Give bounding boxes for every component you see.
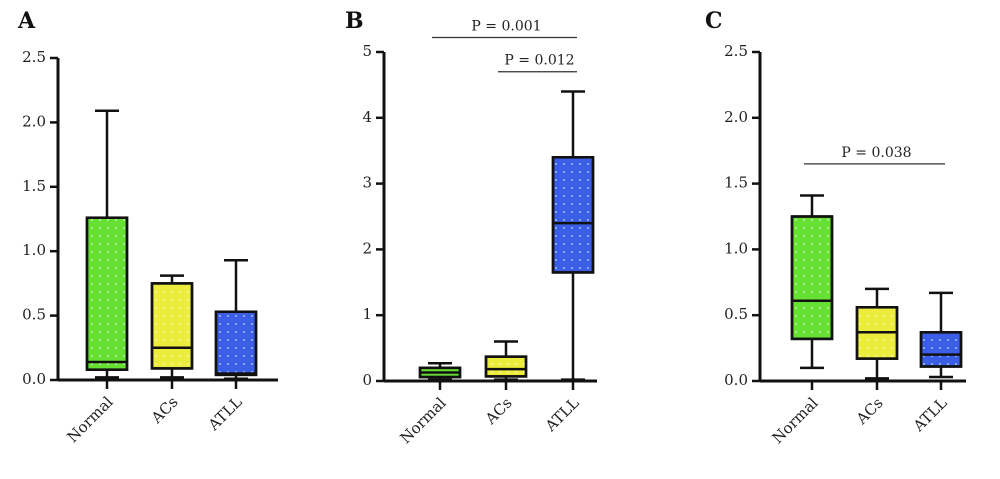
p-value-label: P = 0.038	[841, 145, 911, 161]
box-atll	[551, 90, 595, 381]
panel-letter: C	[705, 8, 723, 34]
y-tick-label: 5	[362, 42, 372, 60]
y-tick-label: 2.5	[724, 42, 748, 60]
box-acs	[150, 274, 194, 379]
box-outline	[790, 215, 834, 341]
y-tick-label: 0.0	[22, 370, 46, 388]
box-outline	[551, 156, 595, 274]
panel-a: A 0.0 0.5 1.0 1.5 2.0 2.5 Normal ACs ATLL	[17, 8, 278, 446]
box-outline	[214, 310, 258, 377]
p-value-annotation: P = 0.012	[498, 53, 577, 73]
box-dot-pattern	[486, 356, 526, 377]
y-tick-label: 0.0	[724, 371, 748, 389]
y-tick-label: 2.5	[22, 48, 46, 66]
x-tick-label: ACs	[852, 394, 887, 429]
box-dot-pattern	[921, 332, 961, 367]
x-tick-label: ACs	[481, 394, 516, 429]
x-tick-label: ATLL	[204, 393, 246, 435]
y-tick-label: 2.0	[22, 112, 46, 130]
p-value-label: P = 0.012	[504, 53, 574, 69]
y-tick-label: 0	[362, 371, 372, 389]
box-dot-pattern	[553, 157, 593, 273]
y-tick-label: 1.5	[724, 174, 748, 192]
box-outline	[484, 355, 528, 378]
box-dot-pattern	[87, 217, 127, 370]
p-value-label: P = 0.001	[471, 19, 541, 35]
box-acs	[484, 340, 528, 381]
panel-letter: A	[17, 8, 36, 34]
x-tick-label: Normal	[63, 393, 116, 446]
y-tick-label: 4	[362, 108, 372, 126]
y-tick-label: 1.0	[22, 241, 46, 259]
x-tick-label: Normal	[396, 394, 449, 447]
x-tick-label: ACs	[147, 393, 182, 428]
x-tick-label: ATLL	[541, 394, 583, 436]
box-dot-pattern	[792, 216, 832, 339]
p-value-annotation: P = 0.038	[804, 145, 945, 165]
box-normal	[85, 109, 129, 379]
box-atll	[214, 258, 258, 380]
y-tick-label: 1.0	[724, 239, 748, 257]
x-tick-label: Normal	[768, 394, 821, 447]
box-outline	[85, 216, 129, 371]
box-acs	[855, 287, 899, 380]
y-tick-label: 2.0	[724, 108, 748, 126]
box-dot-pattern	[152, 283, 192, 369]
p-value-annotation: P = 0.001	[432, 19, 577, 39]
y-tick-label: 1	[362, 305, 372, 323]
box-normal	[790, 194, 834, 370]
x-tick-label: ATLL	[909, 394, 951, 436]
panel-c: C 0.0 0.5 1.0 1.5 2.0 2.5 Normal ACs ATLL P = 0.03…	[705, 8, 966, 447]
panel-letter: B	[345, 8, 364, 34]
box-outline	[150, 282, 194, 370]
panel-b: B 0 1 2 3 4 5 Normal ACs ATLL P = 0.001 P = 0.012	[345, 8, 597, 447]
box-dot-pattern	[216, 311, 256, 375]
box-atll	[919, 291, 963, 379]
y-tick-label: 2	[362, 239, 372, 257]
y-tick-label: 1.5	[22, 177, 46, 195]
y-tick-label: 0.5	[724, 305, 748, 323]
y-tick-label: 3	[362, 174, 372, 192]
box-outline	[919, 331, 963, 368]
y-tick-label: 0.5	[22, 306, 46, 324]
box-normal	[418, 361, 462, 381]
